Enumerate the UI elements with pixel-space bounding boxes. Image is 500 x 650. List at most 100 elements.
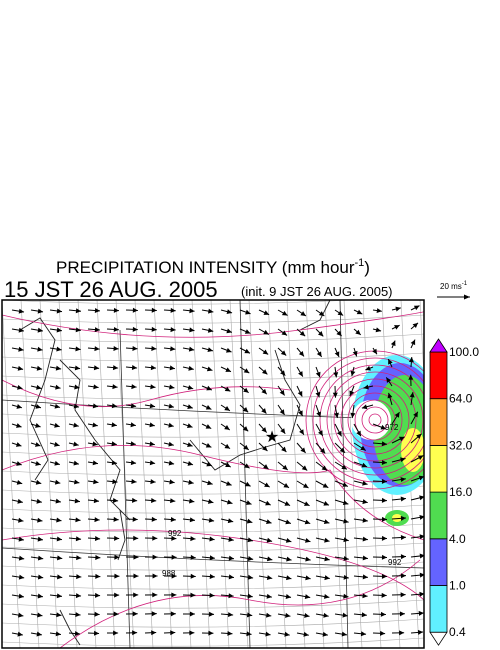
wind-arrow [296, 366, 304, 377]
wind-arrow-head [400, 535, 406, 541]
typhoon-eye [351, 400, 391, 440]
wind-arrow-head [399, 630, 405, 636]
wind-arrow-head [342, 482, 348, 487]
wind-arrow-head [304, 594, 311, 600]
wind-arrow-head [362, 593, 368, 599]
grid-line [191, 300, 211, 648]
wind-arrow [163, 460, 175, 466]
title-text: PRECIPITATION INTENSITY (mm hour [56, 258, 355, 277]
grid-line [343, 300, 363, 648]
wind-arrow [410, 339, 416, 349]
wind-arrow [125, 611, 138, 617]
wind-arrow [350, 404, 356, 419]
wind-arrow [144, 497, 157, 503]
wind-arrow-head [131, 497, 138, 503]
wind-arrow [87, 441, 98, 447]
wind-arrow-head [206, 366, 213, 372]
wind-arrow-head [17, 631, 23, 637]
wind-arrow-head [56, 536, 62, 542]
wind-arrow [361, 404, 374, 410]
wind-arrow [201, 442, 212, 448]
pressure-contour [333, 378, 417, 462]
wind-arrow-head [131, 384, 137, 390]
wind-arrow-head [418, 610, 424, 616]
wind-arrow [144, 384, 156, 390]
wind-arrow [68, 403, 80, 409]
wind-arrow-head [133, 554, 139, 560]
wind-arrow-head [394, 325, 400, 330]
wind-arrow-head [188, 346, 195, 352]
wind-arrow [258, 575, 273, 580]
wind-arrow-head [334, 412, 339, 419]
grid-line [115, 300, 135, 648]
grid-line [0, 300, 1, 648]
grid-line [2, 371, 424, 381]
wind-arrow-head [301, 465, 308, 471]
wind-arrow-head [350, 412, 356, 419]
wind-arrow-head [244, 463, 250, 469]
wind-arrow-head [322, 631, 328, 637]
colorbar-segment [429, 398, 448, 446]
wind-arrow [315, 423, 324, 437]
wind-arrow-head [226, 499, 233, 505]
wind-arrow [315, 537, 330, 543]
wind-arrow-head [152, 592, 158, 598]
wind-arrow [163, 422, 174, 428]
wind-arrow [49, 479, 61, 485]
wind-arrow-head [189, 517, 195, 523]
contour-label: 988 [162, 569, 176, 578]
wind-arrow-head [209, 536, 215, 542]
wind-arrow-head [349, 390, 355, 397]
wind-arrow-head [54, 403, 61, 409]
wind-arrow [125, 630, 138, 636]
wind-arrow-head [35, 461, 41, 466]
wind-arrow-head [130, 422, 136, 428]
wind-arrow-head [304, 501, 310, 506]
wind-arrow-head [418, 475, 424, 481]
wind-arrow [277, 442, 287, 453]
wind-arrow [201, 592, 215, 598]
wind-arrow-head [361, 404, 368, 410]
wind-arrow [68, 631, 81, 637]
init-time: (init. 9 JST 26 AUG. 2005) [241, 284, 393, 299]
wind-arrow [315, 518, 330, 525]
wind-arrow-head [207, 327, 214, 333]
wind-arrow-head [112, 365, 119, 371]
wind-arrow [182, 592, 196, 598]
wind-arrow-head [361, 612, 367, 618]
wind-arrow [410, 411, 419, 425]
pressure-contour [2, 529, 424, 601]
wind-arrow [334, 461, 348, 470]
wind-arrow-head [225, 367, 231, 372]
wind-arrow [372, 478, 388, 484]
wind-arrow [49, 346, 62, 352]
wind-arrow [68, 384, 80, 390]
wind-arrow-head [343, 518, 349, 524]
pressure-contour [312, 357, 424, 483]
wind-arrow-head [170, 611, 176, 617]
wind-arrow-head [400, 592, 406, 598]
wind-arrow-head [35, 423, 41, 428]
wind-arrow [296, 480, 309, 489]
wind-arrow [410, 495, 424, 501]
wind-arrow [144, 403, 156, 409]
wind-arrow-head [151, 497, 157, 503]
wind-arrow [220, 423, 231, 431]
wind-arrow-head [94, 346, 100, 352]
wind-arrow [410, 322, 419, 330]
wind-arrow-head [76, 555, 82, 561]
wind-arrow-head [54, 422, 60, 428]
wind-arrow-head [151, 326, 157, 332]
wind-arrow-head [261, 408, 267, 414]
wind-arrow [125, 403, 137, 409]
wind-arrow-head [398, 436, 405, 442]
wind-arrow [391, 515, 406, 521]
wind-arrow [239, 442, 250, 451]
coastline [117, 509, 126, 561]
coastline [299, 300, 331, 331]
wind-arrow [144, 573, 158, 579]
wind-arrow [410, 591, 424, 597]
wind-arrow-head [170, 517, 176, 523]
wind-arrow [87, 554, 101, 560]
title-exponent: -1 [355, 257, 365, 269]
